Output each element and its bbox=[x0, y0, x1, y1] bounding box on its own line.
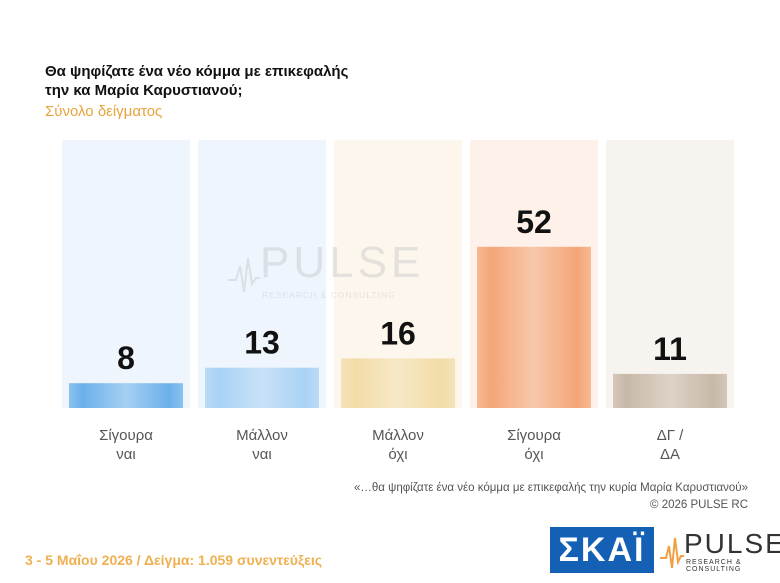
column-background bbox=[62, 140, 190, 408]
watermark-name: PULSE bbox=[260, 238, 425, 287]
column-background bbox=[606, 140, 734, 408]
pulse-logo-name: PULSE bbox=[684, 528, 780, 559]
bar bbox=[613, 373, 727, 408]
category-label: Σίγουρα ναι bbox=[99, 427, 153, 463]
question-quote: «…θα ψηφίζατε ένα νέο κόμμα με επικεφαλή… bbox=[354, 482, 748, 494]
survey-footer: 3 - 5 Μαΐου 2026 / Δείγμα: 1.059 συνεντε… bbox=[25, 552, 323, 568]
data-label: 11 bbox=[653, 331, 687, 367]
watermark-sub: RESEARCH & CONSULTING bbox=[262, 290, 396, 300]
chart-subtitle: Σύνολο δείγματος bbox=[45, 103, 163, 120]
pulse-wave-icon bbox=[228, 257, 260, 293]
pulse-logo-sub: RESEARCH & CONSULTING bbox=[686, 559, 742, 573]
data-label: 8 bbox=[117, 340, 135, 376]
column-background bbox=[198, 140, 326, 408]
data-label: 16 bbox=[380, 315, 416, 351]
category-label: Μάλλον ναι bbox=[236, 427, 288, 463]
chart-title: Θα ψηφίζατε ένα νέο κόμμα με επικεφαλής … bbox=[45, 62, 348, 100]
category-label: ΔΓ / ΔΑ bbox=[657, 427, 684, 463]
title-line-1: Θα ψηφίζατε ένα νέο κόμμα με επικεφαλής bbox=[45, 63, 349, 80]
category-label: Σίγουρα όχι bbox=[507, 427, 561, 463]
bar bbox=[477, 246, 591, 408]
copyright: © 2026 PULSE RC bbox=[650, 499, 748, 511]
pulse-logo-wave-icon bbox=[660, 537, 684, 569]
pulse-logo: PULSE RESEARCH & CONSULTING bbox=[660, 528, 780, 574]
pulse-watermark: PULSE RESEARCH & CONSULTING bbox=[228, 238, 420, 308]
category-label: Μάλλον όχι bbox=[372, 427, 424, 463]
skai-logo: ΣΚΑΪ bbox=[550, 527, 654, 573]
data-label: 52 bbox=[516, 204, 552, 240]
title-line-2: την κα Μαρία Καρυστιανού; bbox=[45, 82, 243, 99]
bar bbox=[69, 383, 183, 408]
bar bbox=[205, 367, 319, 408]
bar bbox=[341, 358, 455, 408]
data-label: 13 bbox=[244, 325, 280, 361]
